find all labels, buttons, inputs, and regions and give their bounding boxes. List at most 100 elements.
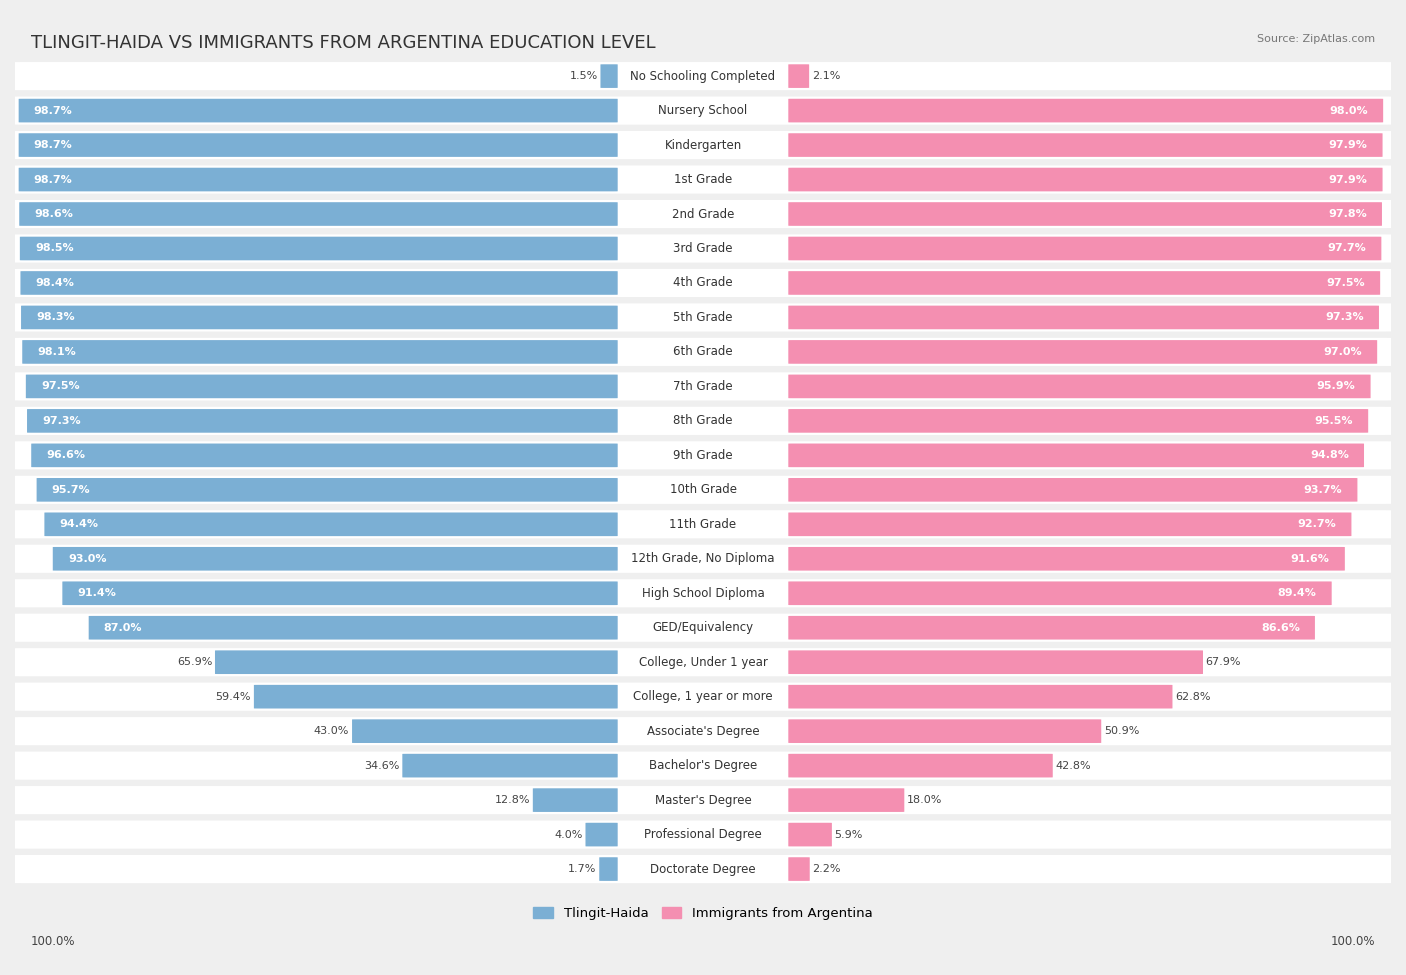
FancyBboxPatch shape xyxy=(11,613,1395,642)
FancyBboxPatch shape xyxy=(45,513,617,536)
Text: 42.8%: 42.8% xyxy=(1056,760,1091,770)
Text: 92.7%: 92.7% xyxy=(1298,520,1336,529)
Text: 3rd Grade: 3rd Grade xyxy=(673,242,733,255)
FancyBboxPatch shape xyxy=(11,648,1395,677)
Text: 18.0%: 18.0% xyxy=(907,796,942,805)
Text: 98.1%: 98.1% xyxy=(38,347,76,357)
FancyBboxPatch shape xyxy=(11,476,1395,504)
FancyBboxPatch shape xyxy=(11,682,1395,711)
FancyBboxPatch shape xyxy=(11,200,1395,228)
Text: 11th Grade: 11th Grade xyxy=(669,518,737,530)
Text: 12th Grade, No Diploma: 12th Grade, No Diploma xyxy=(631,552,775,565)
FancyBboxPatch shape xyxy=(20,202,617,226)
FancyBboxPatch shape xyxy=(789,513,1351,536)
Text: 6th Grade: 6th Grade xyxy=(673,345,733,359)
Text: 5th Grade: 5th Grade xyxy=(673,311,733,324)
Text: 1.5%: 1.5% xyxy=(569,71,598,81)
FancyBboxPatch shape xyxy=(11,821,1395,848)
Text: 97.9%: 97.9% xyxy=(1329,140,1368,150)
FancyBboxPatch shape xyxy=(11,855,1395,883)
FancyBboxPatch shape xyxy=(789,444,1364,467)
Text: 4th Grade: 4th Grade xyxy=(673,277,733,290)
Text: 97.8%: 97.8% xyxy=(1329,209,1367,219)
FancyBboxPatch shape xyxy=(789,754,1053,777)
FancyBboxPatch shape xyxy=(11,234,1395,262)
FancyBboxPatch shape xyxy=(11,717,1395,745)
FancyBboxPatch shape xyxy=(600,64,617,88)
Text: 91.4%: 91.4% xyxy=(77,588,117,599)
FancyBboxPatch shape xyxy=(585,823,617,846)
FancyBboxPatch shape xyxy=(533,789,617,812)
FancyBboxPatch shape xyxy=(789,271,1381,294)
Text: 93.0%: 93.0% xyxy=(67,554,107,564)
FancyBboxPatch shape xyxy=(11,510,1395,538)
FancyBboxPatch shape xyxy=(37,478,617,502)
Text: 98.3%: 98.3% xyxy=(37,312,75,323)
Text: 10th Grade: 10th Grade xyxy=(669,484,737,496)
Text: 9th Grade: 9th Grade xyxy=(673,448,733,462)
Text: 7th Grade: 7th Grade xyxy=(673,380,733,393)
FancyBboxPatch shape xyxy=(789,650,1204,674)
FancyBboxPatch shape xyxy=(11,97,1395,125)
Text: 2nd Grade: 2nd Grade xyxy=(672,208,734,220)
FancyBboxPatch shape xyxy=(789,789,904,812)
Text: 65.9%: 65.9% xyxy=(177,657,212,667)
Text: 97.3%: 97.3% xyxy=(42,416,80,426)
Text: 43.0%: 43.0% xyxy=(314,726,349,736)
FancyBboxPatch shape xyxy=(789,547,1346,570)
FancyBboxPatch shape xyxy=(11,579,1395,607)
Text: 97.5%: 97.5% xyxy=(41,381,80,391)
Text: 4.0%: 4.0% xyxy=(554,830,582,839)
Text: 96.6%: 96.6% xyxy=(46,450,86,460)
Text: 67.9%: 67.9% xyxy=(1206,657,1241,667)
FancyBboxPatch shape xyxy=(62,581,617,605)
Text: Professional Degree: Professional Degree xyxy=(644,828,762,841)
Text: High School Diploma: High School Diploma xyxy=(641,587,765,600)
Text: 95.5%: 95.5% xyxy=(1315,416,1353,426)
Text: Master's Degree: Master's Degree xyxy=(655,794,751,806)
FancyBboxPatch shape xyxy=(11,407,1395,435)
Text: Bachelor's Degree: Bachelor's Degree xyxy=(650,760,756,772)
FancyBboxPatch shape xyxy=(254,684,617,709)
FancyBboxPatch shape xyxy=(27,410,617,433)
FancyBboxPatch shape xyxy=(22,340,617,364)
FancyBboxPatch shape xyxy=(11,372,1395,401)
Text: 94.4%: 94.4% xyxy=(59,520,98,529)
FancyBboxPatch shape xyxy=(21,271,617,294)
FancyBboxPatch shape xyxy=(789,374,1371,398)
FancyBboxPatch shape xyxy=(11,545,1395,573)
FancyBboxPatch shape xyxy=(789,340,1376,364)
FancyBboxPatch shape xyxy=(789,410,1368,433)
Text: 86.6%: 86.6% xyxy=(1261,623,1299,633)
FancyBboxPatch shape xyxy=(11,786,1395,814)
FancyBboxPatch shape xyxy=(789,202,1382,226)
FancyBboxPatch shape xyxy=(599,857,617,880)
FancyBboxPatch shape xyxy=(789,684,1173,709)
Text: 59.4%: 59.4% xyxy=(215,691,252,702)
FancyBboxPatch shape xyxy=(18,98,617,123)
FancyBboxPatch shape xyxy=(789,720,1101,743)
Text: 2.2%: 2.2% xyxy=(813,864,841,874)
Text: 95.7%: 95.7% xyxy=(52,485,90,495)
FancyBboxPatch shape xyxy=(789,581,1331,605)
Text: Kindergarten: Kindergarten xyxy=(665,138,741,151)
FancyBboxPatch shape xyxy=(11,269,1395,297)
Text: 97.5%: 97.5% xyxy=(1326,278,1365,288)
Text: 97.7%: 97.7% xyxy=(1327,244,1367,254)
FancyBboxPatch shape xyxy=(20,237,617,260)
Text: 12.8%: 12.8% xyxy=(495,796,530,805)
FancyBboxPatch shape xyxy=(789,478,1357,502)
Text: Doctorate Degree: Doctorate Degree xyxy=(650,863,756,876)
Text: 87.0%: 87.0% xyxy=(104,623,142,633)
Text: No Schooling Completed: No Schooling Completed xyxy=(630,69,776,83)
FancyBboxPatch shape xyxy=(789,823,832,846)
FancyBboxPatch shape xyxy=(53,547,617,570)
Legend: Tlingit-Haida, Immigrants from Argentina: Tlingit-Haida, Immigrants from Argentina xyxy=(529,901,877,925)
Text: 98.7%: 98.7% xyxy=(34,175,73,184)
Text: 5.9%: 5.9% xyxy=(835,830,863,839)
Text: 100.0%: 100.0% xyxy=(1330,935,1375,948)
FancyBboxPatch shape xyxy=(21,305,617,330)
Text: Associate's Degree: Associate's Degree xyxy=(647,724,759,738)
FancyBboxPatch shape xyxy=(402,754,617,777)
FancyBboxPatch shape xyxy=(11,338,1395,366)
